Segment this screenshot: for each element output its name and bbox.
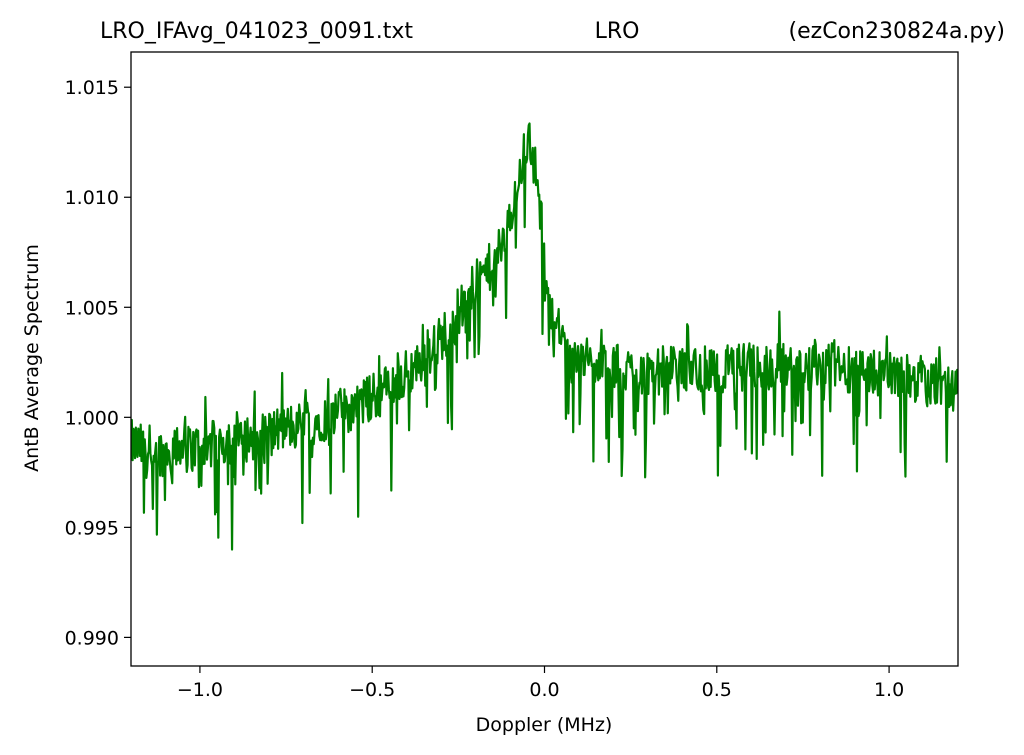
y-tick-label: 1.015 xyxy=(65,77,119,99)
y-tick-label: 1.005 xyxy=(65,297,119,319)
x-tick-label: 0.0 xyxy=(529,679,559,701)
x-tick-label: 1.0 xyxy=(874,679,904,701)
y-tick-label: 0.995 xyxy=(65,517,119,539)
y-tick-label: 1.000 xyxy=(65,407,119,429)
y-tick-label: 0.990 xyxy=(65,627,119,649)
chart-title-left: LRO_IFAvg_041023_0091.txt xyxy=(100,19,413,44)
x-axis: −1.0 −0.5 0.0 0.5 1.0 xyxy=(177,666,904,701)
x-tick-label: 0.5 xyxy=(702,679,732,701)
chart-title-center: LRO xyxy=(595,19,640,44)
x-tick-label: −1.0 xyxy=(177,679,223,701)
x-axis-label: Doppler (MHz) xyxy=(476,714,613,736)
y-tick-label: 1.010 xyxy=(65,187,119,209)
chart-title-right: (ezCon230824a.py) xyxy=(789,19,1005,44)
y-axis: 0.990 0.995 1.000 1.005 1.010 1.015 xyxy=(65,77,131,649)
x-tick-label: −0.5 xyxy=(349,679,395,701)
y-axis-label: AntB Average Spectrum xyxy=(21,244,43,472)
plot-area xyxy=(131,122,958,551)
series-line xyxy=(131,122,958,551)
